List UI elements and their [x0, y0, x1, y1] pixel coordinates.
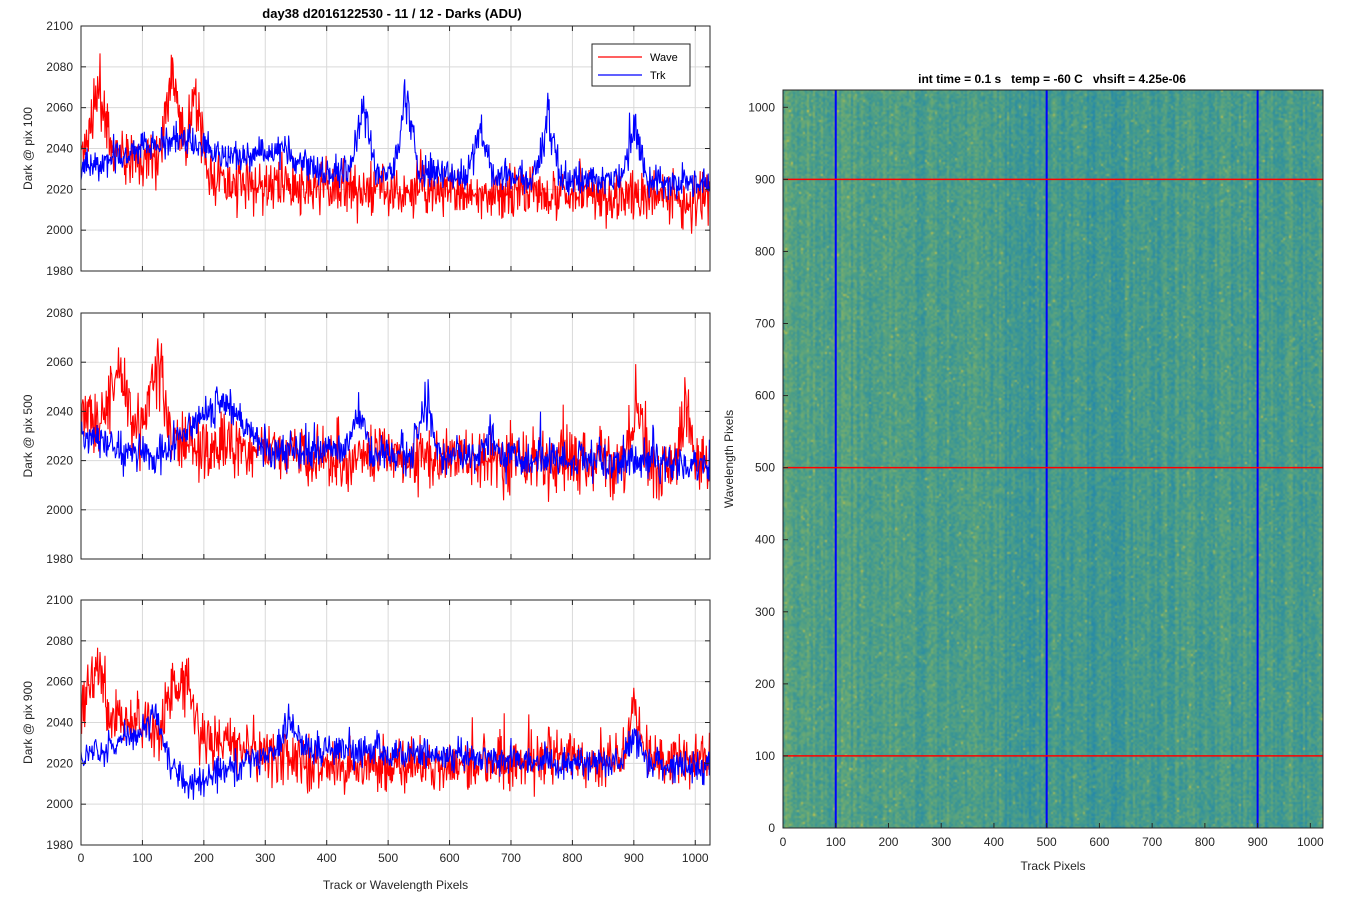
figure-title: day38 d2016122530 - 11 / 12 - Darks (ADU… [262, 6, 521, 21]
x-tick-label: 200 [878, 835, 898, 849]
x-tick-label: 900 [624, 851, 644, 865]
y-tick-label: 100 [755, 749, 775, 763]
x-tick-label: 700 [1142, 835, 1162, 849]
y-tick-label: 2040 [46, 404, 73, 418]
y-tick-label: 900 [755, 172, 775, 186]
panel-dark-pix-500: 1980 2000 2020 2040 2060 2080 Dark @ pix 500 [21, 306, 711, 566]
x-axis-label: Track or Wavelength Pixels [323, 878, 468, 892]
x-tick-label: 400 [984, 835, 1004, 849]
heatmap-image [783, 90, 1323, 828]
panel-dark-frame-heatmap: 0 100 200 300 400 500 600 700 800 900 1000 0 100 200 3… [722, 72, 1324, 873]
x-tick-label: 600 [440, 851, 460, 865]
x-tick-label: 1000 [1297, 835, 1324, 849]
legend-label-trk: Trk [650, 70, 666, 82]
panel-dark-pix-900: 0 100 200 300 400 500 600 700 800 900 1000 1980 2000… [21, 593, 711, 892]
x-tick-label: 300 [931, 835, 951, 849]
x-tick-label: 400 [317, 851, 337, 865]
x-tick-label: 600 [1089, 835, 1109, 849]
x-tick-label: 0 [78, 851, 85, 865]
x-tick-label: 500 [1037, 835, 1057, 849]
y-tick-label: 500 [755, 461, 775, 475]
y-tick-label: 2100 [46, 19, 73, 33]
y-tick-label: 1000 [748, 100, 775, 114]
legend-label-wave: Wave [650, 52, 678, 64]
y-tick-label: 2020 [46, 182, 73, 196]
y-axis-label: Wavelength Pixels [722, 410, 736, 508]
y-tick-label: 2080 [46, 306, 73, 320]
legend: Wave Trk [591, 43, 691, 87]
x-tick-label: 800 [562, 851, 582, 865]
x-tick-label: 700 [501, 851, 521, 865]
axes-frame [782, 89, 1324, 829]
y-tick-label: 700 [755, 317, 775, 331]
y-tick-label: 2060 [46, 355, 73, 369]
y-tick-label: 800 [755, 244, 775, 258]
x-tick-label: 900 [1248, 835, 1268, 849]
panel-dark-pix-100: 1980 2000 2020 2040 2060 2080 2100 Dark @ pix 1… [21, 19, 711, 278]
x-tick-label: 800 [1195, 835, 1215, 849]
y-tick-label: 2060 [46, 675, 73, 689]
y-tick-label: 300 [755, 605, 775, 619]
y-tick-label: 0 [768, 821, 775, 835]
x-tick-label: 300 [255, 851, 275, 865]
y-tick-label: 2040 [46, 142, 73, 156]
series-line-trk [80, 79, 710, 201]
y-tick-label: 2080 [46, 60, 73, 74]
heatmap-title: int time = 0.1 s temp = -60 C vhsift = 4… [918, 72, 1186, 86]
x-tick-label: 200 [194, 851, 214, 865]
x-tick-label: 1000 [682, 851, 709, 865]
series-line-trk [80, 703, 710, 800]
y-tick-label: 1980 [46, 264, 73, 278]
x-tick-label: 100 [826, 835, 846, 849]
y-tick-label: 2100 [46, 593, 73, 607]
y-axis-label: Dark @ pix 500 [21, 394, 35, 477]
y-tick-label: 2080 [46, 634, 73, 648]
legend-box [591, 43, 691, 87]
y-tick-label: 2000 [46, 223, 73, 237]
y-axis-label: Dark @ pix 100 [21, 107, 35, 190]
y-tick-label: 2040 [46, 716, 73, 730]
plot-area [81, 313, 710, 559]
y-tick-label: 2000 [46, 797, 73, 811]
y-tick-label: 2020 [46, 454, 73, 468]
axes-frame [80, 312, 711, 560]
x-tick-label: 500 [378, 851, 398, 865]
y-tick-label: 2000 [46, 503, 73, 517]
y-tick-label: 600 [755, 389, 775, 403]
series-line-trk [80, 379, 710, 485]
y-tick-label: 400 [755, 533, 775, 547]
x-tick-label: 0 [780, 835, 787, 849]
y-tick-label: 2060 [46, 101, 73, 115]
y-tick-label: 1980 [46, 552, 73, 566]
y-tick-label: 2020 [46, 756, 73, 770]
y-tick-label: 1980 [46, 838, 73, 852]
y-axis-label: Dark @ pix 900 [21, 681, 35, 764]
y-tick-label: 200 [755, 677, 775, 691]
x-tick-label: 100 [132, 851, 152, 865]
x-axis-label: Track Pixels [1021, 859, 1086, 873]
